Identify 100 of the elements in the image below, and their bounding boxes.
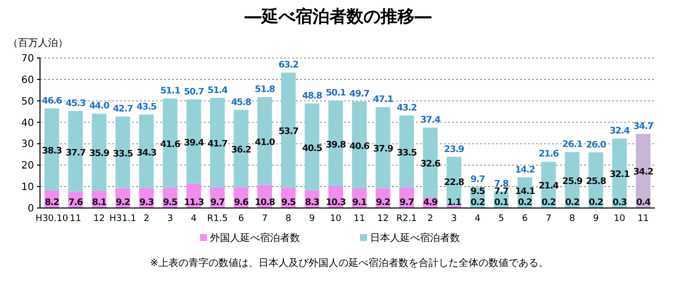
data-label: 0.1: [494, 198, 509, 208]
y-tick-label: 50: [21, 96, 34, 108]
y-tick-label: 40: [21, 118, 34, 129]
data-label: 8.2: [44, 198, 60, 208]
data-label: 41.7: [208, 140, 228, 150]
data-label: 10.8: [254, 198, 275, 208]
data-label: 35.9: [89, 149, 110, 160]
x-tick-label: 4: [474, 214, 481, 224]
total-label: 50.1: [326, 88, 346, 99]
total-label: 63.2: [278, 60, 299, 71]
chart-title: ―延べ宿泊者数の推移―: [244, 7, 432, 27]
data-label: 40.5: [302, 144, 322, 154]
x-tick-label: 5: [498, 214, 504, 224]
y-tick-label: 60: [21, 74, 34, 86]
data-label: 32.1: [610, 170, 630, 180]
data-label: 34.3: [136, 148, 157, 158]
x-tick-label: 11: [70, 214, 82, 224]
x-tick-label: H31.1: [109, 214, 136, 224]
x-tick-label: H30.10: [36, 214, 68, 224]
total-label: 37.4: [420, 116, 441, 126]
data-label: 0.2: [565, 198, 580, 208]
data-label: 37.9: [373, 144, 394, 155]
data-label: 38.3: [42, 146, 62, 156]
x-tick-label: 9: [309, 214, 316, 224]
y-tick-label: 20: [21, 160, 34, 172]
x-tick-label: 3: [167, 214, 173, 224]
data-label: 9.5: [470, 187, 485, 197]
data-label: 7.6: [68, 198, 83, 208]
total-label: 26.1: [562, 140, 582, 150]
data-label: 37.7: [66, 148, 86, 158]
data-label: 1.1: [446, 198, 462, 208]
data-label: 0.2: [518, 198, 532, 208]
data-label: 21.4: [538, 182, 559, 192]
x-tick-label: 3: [451, 214, 457, 224]
data-label: 0.2: [470, 198, 485, 208]
data-label: 9.7: [400, 198, 414, 208]
total-label: 48.8: [302, 91, 322, 102]
data-label: 22.8: [444, 178, 464, 188]
data-label: 9.6: [234, 198, 248, 208]
total-label: 51.8: [254, 85, 275, 95]
data-label: 9.1: [352, 198, 367, 208]
total-label: 49.7: [349, 90, 370, 100]
total-label: 34.7: [633, 122, 654, 132]
total-label: 32.4: [610, 126, 630, 137]
total-label: 47.1: [373, 95, 394, 106]
data-label: 40.6: [349, 142, 370, 152]
total-label: 21.6: [538, 150, 559, 160]
data-label: 36.2: [231, 146, 252, 156]
x-tick-label: 6: [238, 214, 244, 224]
y-tick-label: 10: [21, 182, 34, 194]
data-label: 34.2: [633, 168, 654, 178]
total-label: 51.1: [160, 86, 180, 96]
x-tick-label: 12: [377, 214, 389, 224]
data-label: 8.1: [92, 198, 107, 208]
x-tick-label: 10: [330, 214, 342, 224]
total-label: 45.8: [231, 98, 252, 108]
data-label: 8.3: [304, 198, 320, 208]
data-label: 25.8: [586, 176, 606, 187]
data-label: 9.5: [281, 198, 296, 208]
x-tick-label: 10: [614, 214, 626, 224]
data-label: 10.3: [326, 198, 346, 208]
data-label: 4.9: [423, 198, 438, 208]
data-label: 0.3: [612, 198, 627, 208]
data-label: 39.8: [326, 140, 346, 150]
x-tick-label: 2: [144, 214, 150, 224]
data-label: 0.4: [636, 198, 651, 208]
x-tick-label: 12: [93, 214, 105, 224]
data-label: 0.2: [588, 198, 604, 208]
total-label: 23.9: [444, 144, 464, 155]
data-label: 0.2: [541, 198, 556, 208]
data-label: 7.7: [494, 187, 509, 197]
total-label: 43.5: [136, 102, 157, 113]
x-tick-label: 8: [569, 214, 576, 224]
data-label: 33.5: [396, 148, 417, 158]
text: ※上表の青字の数値は、日本人及び外国人の延べ宿泊者数を合計した全体の数値である。: [150, 257, 548, 269]
legend-label: 外国人延べ宿泊者数: [210, 232, 300, 244]
data-label: 9.5: [163, 198, 178, 208]
data-label: 25.9: [562, 176, 582, 187]
data-label: 41.6: [160, 140, 180, 150]
data-label: 9.2: [116, 198, 130, 208]
x-tick-label: 11: [637, 214, 649, 224]
total-label: 51.4: [208, 86, 228, 96]
y-tick-label: 0: [28, 204, 34, 214]
x-tick-label: R2.1: [396, 214, 417, 224]
data-label: 33.5: [112, 149, 134, 160]
x-tick-label: 2: [427, 214, 434, 224]
x-tick-label: 7: [546, 214, 552, 224]
total-label: 44.0: [89, 102, 110, 112]
total-label: 9.7: [470, 175, 485, 186]
data-label: 41.0: [254, 138, 275, 148]
data-label: 14.1: [515, 187, 536, 197]
legend-label: 日本人延べ宿泊者数: [370, 232, 460, 244]
x-tick-label: 6: [522, 214, 528, 224]
x-tick-label: 8: [286, 214, 292, 224]
x-tick-label: 11: [354, 214, 366, 224]
total-label: 14.2: [515, 165, 536, 176]
data-label: 9.2: [376, 198, 390, 208]
total-label: 26.0: [586, 140, 606, 150]
data-label: 53.7: [278, 127, 299, 138]
x-tick-label: 9: [593, 214, 599, 224]
